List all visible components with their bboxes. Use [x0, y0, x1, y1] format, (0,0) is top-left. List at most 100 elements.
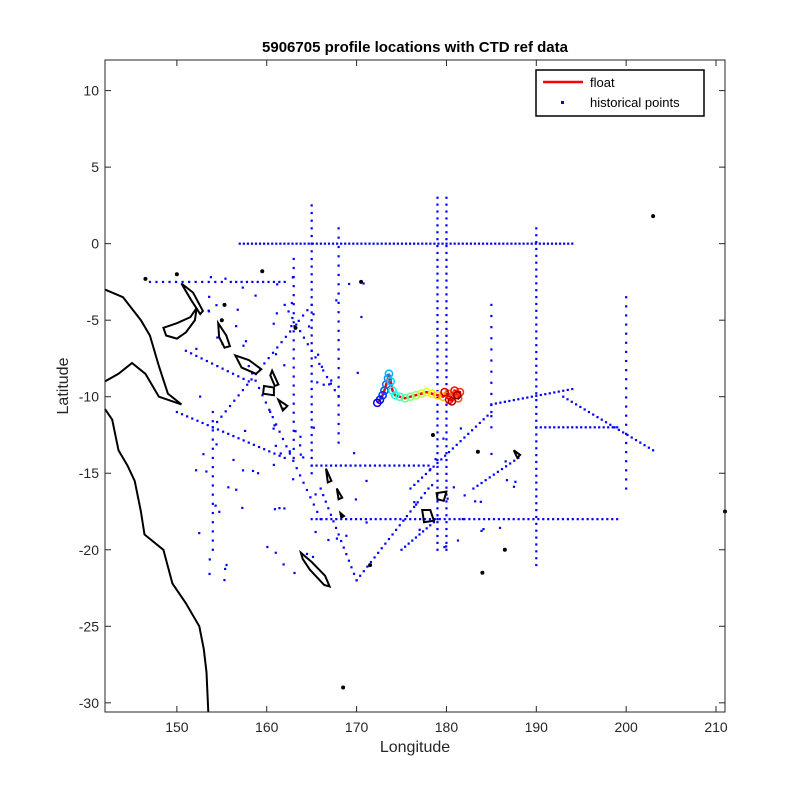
- historical-point: [445, 203, 448, 206]
- historical-point: [214, 504, 217, 507]
- historical-point: [328, 383, 331, 386]
- historical-point: [235, 325, 238, 328]
- float-profile-marker: [386, 377, 396, 386]
- coastline: [435, 490, 448, 502]
- historical-point: [546, 242, 550, 245]
- historical-point: [504, 460, 507, 463]
- historical-point: [535, 350, 538, 354]
- historical-point: [210, 362, 214, 365]
- historical-point: [279, 242, 282, 245]
- historical-point: [256, 280, 259, 284]
- historical-point: [242, 242, 245, 245]
- historical-point: [302, 336, 306, 339]
- historical-point: [278, 430, 281, 433]
- historical-point: [625, 296, 628, 299]
- historical-point: [584, 426, 587, 429]
- historical-point: [284, 335, 287, 338]
- historical-point: [504, 465, 508, 468]
- historical-point: [279, 452, 282, 455]
- historical-point: [566, 398, 569, 401]
- historical-point: [445, 272, 448, 275]
- historical-point: [232, 458, 235, 462]
- historical-point: [414, 536, 417, 539]
- historical-point: [383, 464, 386, 467]
- historical-point: [436, 527, 439, 531]
- historical-point: [420, 496, 423, 499]
- historical-point: [542, 518, 545, 521]
- historical-point: [557, 390, 560, 393]
- historical-point: [209, 276, 213, 279]
- historical-point: [535, 268, 538, 271]
- historical-point: [436, 258, 439, 261]
- historical-point: [337, 264, 340, 267]
- historical-point: [643, 444, 646, 447]
- historical-point: [292, 294, 295, 297]
- historical-point: [331, 242, 335, 245]
- historical-point: [502, 518, 505, 521]
- historical-point: [374, 518, 377, 521]
- island: [475, 449, 480, 454]
- historical-point: [445, 534, 448, 538]
- island: [222, 302, 227, 307]
- x-tick-label: 160: [255, 719, 279, 735]
- historical-point: [337, 227, 340, 230]
- historical-point: [429, 468, 432, 471]
- legend-historical-label: historical points: [590, 95, 680, 110]
- historical-point: [445, 383, 448, 386]
- historical-point: [458, 518, 461, 521]
- historical-point: [436, 341, 439, 344]
- historical-point: [571, 518, 574, 521]
- historical-point: [494, 242, 497, 245]
- historical-point: [563, 242, 566, 245]
- historical-point: [446, 497, 449, 500]
- historical-point: [221, 367, 224, 370]
- historical-point: [403, 464, 406, 467]
- x-tick-label: 180: [435, 719, 459, 735]
- historical-point: [168, 280, 171, 284]
- historical-point: [404, 518, 407, 521]
- historical-point: [243, 429, 247, 432]
- historical-point: [388, 464, 391, 467]
- historical-point: [445, 548, 448, 551]
- historical-point: [337, 329, 340, 332]
- historical-point: [335, 537, 339, 540]
- historical-point: [299, 474, 302, 477]
- historical-point: [445, 465, 448, 469]
- historical-point: [254, 242, 258, 245]
- historical-point: [364, 518, 367, 521]
- historical-point: [423, 518, 427, 521]
- historical-point: [625, 441, 628, 445]
- historical-point: [268, 450, 271, 453]
- historical-point: [445, 327, 448, 330]
- historical-point: [436, 307, 439, 310]
- historical-point: [254, 294, 257, 297]
- historical-point: [535, 405, 538, 409]
- historical-point: [445, 265, 448, 268]
- historical-point: [613, 426, 616, 429]
- historical-point: [246, 242, 249, 245]
- historical-point: [530, 242, 533, 245]
- historical-point: [188, 280, 191, 284]
- historical-point: [235, 280, 238, 284]
- historical-point: [535, 522, 538, 525]
- historical-point: [456, 539, 460, 542]
- historical-point: [305, 488, 309, 492]
- historical-point: [490, 348, 493, 351]
- historical-point: [292, 266, 295, 270]
- historical-point: [505, 479, 509, 482]
- y-axis-ticks: 10 5 0 -5 -10 -15 -20 -25 -30: [79, 83, 725, 711]
- historical-point: [625, 323, 628, 326]
- historical-point: [490, 415, 493, 418]
- y-tick-label: 10: [83, 83, 99, 99]
- historical-point: [337, 441, 340, 444]
- historical-point: [310, 387, 313, 391]
- historical-point: [291, 242, 294, 245]
- historical-point: [337, 348, 340, 351]
- historical-point: [522, 518, 525, 521]
- historical-point: [424, 472, 428, 476]
- historical-point: [272, 427, 275, 430]
- historical-point: [535, 394, 538, 397]
- historical-point: [436, 438, 439, 441]
- historical-point: [211, 429, 214, 432]
- historical-point: [337, 283, 340, 286]
